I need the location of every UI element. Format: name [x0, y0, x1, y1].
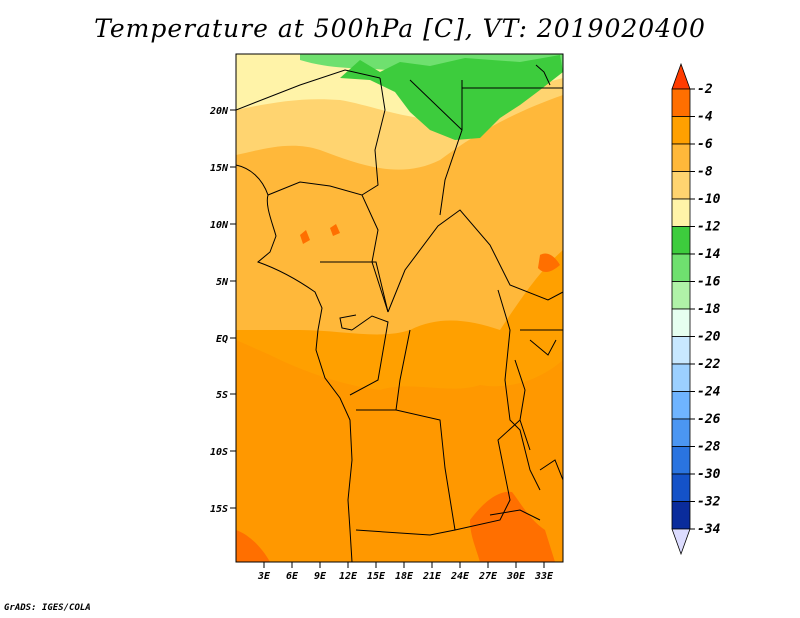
lat-tick-label: 10S — [210, 447, 228, 458]
lat-tick-label: 5N — [216, 277, 229, 288]
lat-tick-label: 15N — [210, 163, 229, 174]
colorbar-label: -34 — [697, 522, 721, 537]
colorbar-bin — [671, 418, 691, 447]
colorbar-label: -30 — [697, 467, 721, 482]
lon-tick-label: 15E — [367, 571, 386, 582]
colorbar-bottom-cap — [671, 528, 691, 556]
lon-tick-label: 18E — [395, 571, 414, 582]
colorbar-bin — [671, 336, 691, 365]
colorbar-label: -18 — [697, 302, 721, 317]
colorbar-label: -10 — [697, 192, 721, 207]
lon-tick-label: 30E — [506, 571, 526, 582]
colorbar-bin — [671, 473, 691, 502]
colorbar-label: -20 — [697, 330, 721, 345]
lon-tick-label: 9E — [314, 571, 327, 582]
colorbar-bin — [671, 143, 691, 172]
lon-tick-label: 33E — [534, 571, 554, 582]
lat-tick-label: 15S — [210, 504, 228, 515]
colorbar-label: -28 — [697, 440, 721, 455]
colorbar-bin — [671, 446, 691, 475]
colorbar-bin — [671, 363, 691, 392]
country-borders — [236, 64, 563, 562]
colorbar-bin — [671, 116, 691, 145]
lat-tick-label: 20N — [209, 106, 229, 117]
colorbar-legend: -2 -4 -6 -8 -10 -12 -14 -16 -18 -20 -22 -24 -26 -28 -3… — [671, 62, 721, 556]
colorbar-bin — [671, 501, 691, 530]
colorbar-label: -22 — [697, 357, 721, 372]
colorbar-label: -12 — [697, 220, 721, 235]
colorbar-label: -4 — [697, 110, 713, 125]
lat-tick-label: 10N — [210, 220, 229, 231]
colorbar-bin — [671, 308, 691, 337]
latitude-axis: 20N 15N 10N 5N EQ 5S 10S 15S — [209, 106, 236, 515]
lon-tick-label: 6E — [286, 571, 299, 582]
temperature-field — [236, 54, 563, 562]
longitude-axis: 3E 6E 9E 12E 15E 18E 21E 24E 27E 30E 33E — [257, 562, 554, 582]
colorbar-bin — [671, 88, 691, 117]
colorbar-top-cap — [671, 62, 691, 90]
lon-tick-label: 12E — [339, 571, 358, 582]
colorbar-label: -8 — [697, 165, 713, 180]
colorbar-bin — [671, 253, 691, 282]
colorbar-label: -26 — [697, 412, 721, 427]
colorbar-label: -6 — [697, 137, 713, 152]
colorbar-label: -16 — [697, 275, 721, 290]
credit-label: GrADS: IGES/COLA — [4, 603, 91, 613]
lat-tick-label: 5S — [216, 390, 228, 401]
colorbar-label: -32 — [697, 495, 721, 510]
lon-tick-label: 3E — [257, 571, 271, 582]
colorbar-label: -2 — [697, 82, 713, 97]
colorbar-bin — [671, 281, 691, 310]
colorbar-label: -14 — [697, 247, 721, 262]
colorbar-label: -24 — [697, 385, 721, 400]
colorbar-bin — [671, 391, 691, 420]
colorbar-bin — [671, 198, 691, 227]
lon-tick-label: 27E — [478, 571, 498, 582]
lon-tick-label: 24E — [450, 571, 470, 582]
colorbar-bin — [671, 171, 691, 200]
lat-tick-label: EQ — [216, 334, 228, 345]
map-title: Temperature at 500hPa [C], VT: 201902040… — [94, 14, 706, 43]
map-frame — [235, 53, 564, 563]
lon-tick-label: 21E — [422, 571, 442, 582]
colorbar-bin — [671, 226, 691, 255]
